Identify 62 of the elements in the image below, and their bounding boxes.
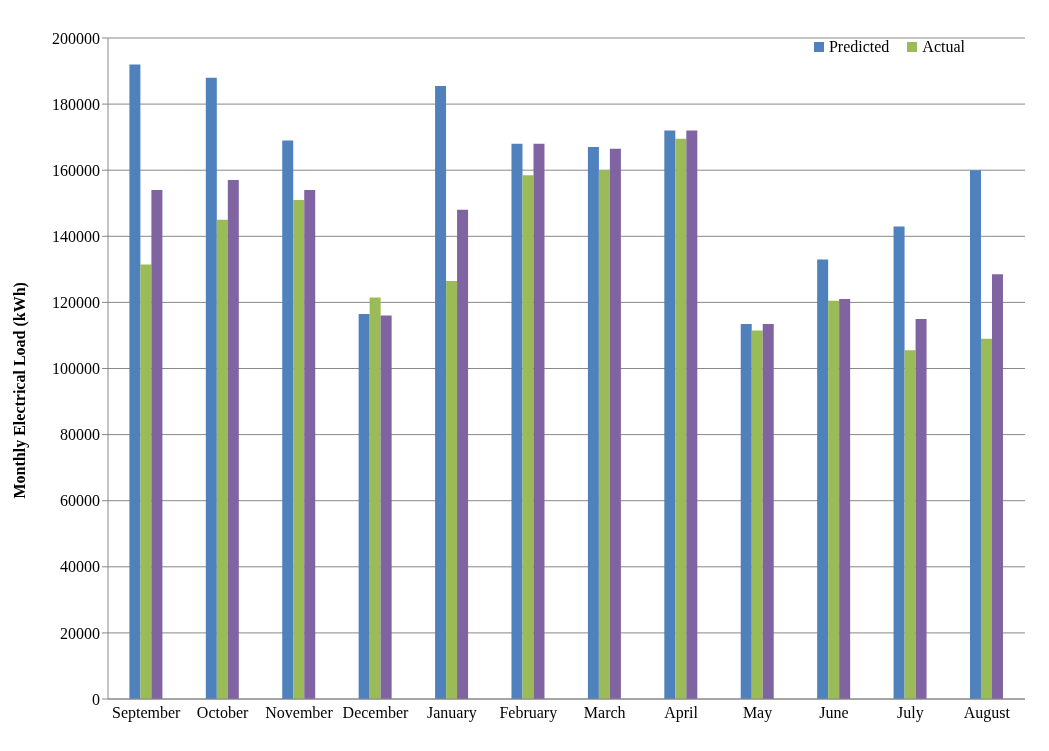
y-axis-title: Monthly Electrical Load (kWh) xyxy=(10,282,29,499)
bar xyxy=(762,323,774,699)
bar xyxy=(205,77,217,699)
y-tick-label: 120000 xyxy=(52,294,100,312)
bar xyxy=(457,209,469,699)
bar xyxy=(828,300,840,699)
x-tick-label: July xyxy=(897,704,924,723)
legend-label: Actual xyxy=(922,38,965,56)
x-tick-label: October xyxy=(196,704,250,722)
x-tick-label: November xyxy=(265,704,334,722)
bar xyxy=(609,148,621,699)
bar xyxy=(991,274,1003,699)
bar xyxy=(587,147,599,699)
bar xyxy=(140,264,152,699)
y-tick-label: 80000 xyxy=(60,426,100,444)
bar xyxy=(293,199,305,699)
y-tick-label: 100000 xyxy=(52,360,100,378)
bar xyxy=(893,226,905,699)
bar xyxy=(304,190,316,699)
bar xyxy=(664,130,676,699)
bar xyxy=(533,143,545,699)
x-tick-label: June xyxy=(819,704,849,722)
y-tick-label: 200000 xyxy=(52,29,100,47)
y-tick-label: 160000 xyxy=(52,161,100,179)
bar xyxy=(435,85,447,699)
bar xyxy=(915,318,927,699)
y-tick-label: 180000 xyxy=(52,95,100,113)
bar xyxy=(216,219,228,699)
bar xyxy=(446,280,458,699)
bar xyxy=(369,297,381,699)
bar xyxy=(740,323,752,699)
bar xyxy=(675,138,687,699)
x-tick-label: March xyxy=(583,704,626,722)
x-tick-label: December xyxy=(342,704,409,722)
bar xyxy=(598,170,610,699)
x-tick-label: January xyxy=(426,704,477,723)
bar xyxy=(522,175,534,699)
bar xyxy=(511,143,523,699)
bar xyxy=(751,330,763,699)
y-tick-label: 140000 xyxy=(52,227,100,245)
bar xyxy=(980,338,992,699)
x-tick-label: August xyxy=(963,704,1011,723)
x-tick-label: April xyxy=(664,704,699,723)
bar xyxy=(227,180,239,699)
bar xyxy=(358,313,370,699)
y-tick-label: 0 xyxy=(92,690,100,708)
bar xyxy=(904,350,916,699)
x-tick-label: September xyxy=(112,704,182,723)
bar xyxy=(282,140,294,699)
y-tick-label: 20000 xyxy=(60,624,100,642)
bar xyxy=(380,315,392,699)
y-tick-label: 40000 xyxy=(60,558,100,576)
bar xyxy=(839,299,851,699)
bar xyxy=(686,130,698,699)
x-tick-label: May xyxy=(742,704,773,723)
legend-label: Predicted xyxy=(828,38,890,56)
bar xyxy=(969,170,981,699)
x-tick-label: February xyxy=(499,704,558,723)
y-tick-label: 60000 xyxy=(60,492,100,510)
bar xyxy=(129,64,141,699)
bar xyxy=(151,190,163,699)
bar xyxy=(817,259,829,699)
